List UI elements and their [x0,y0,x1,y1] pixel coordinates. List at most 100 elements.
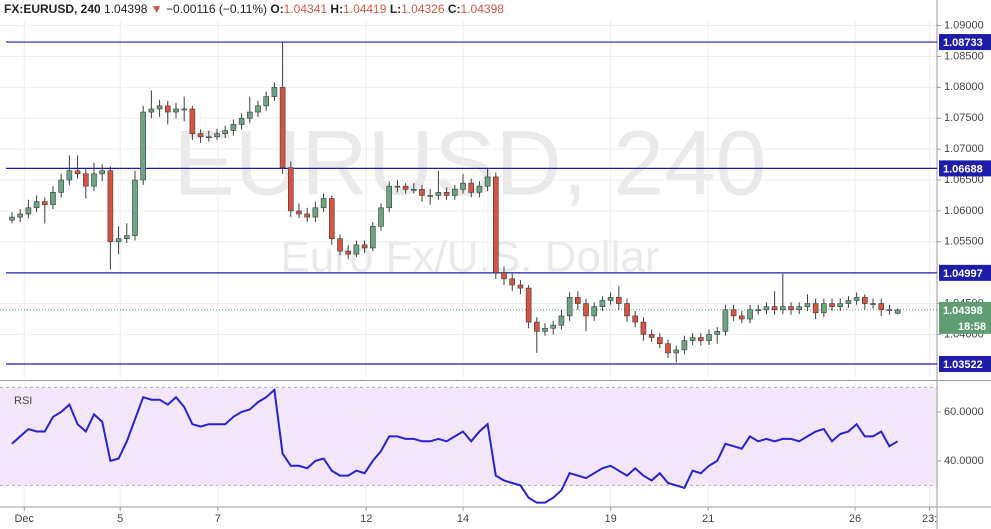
candle-body [312,207,319,218]
candle-body [558,315,565,326]
candle-body [632,315,639,323]
close-label: C: [447,2,461,16]
candle-body [862,297,868,304]
candle-body [730,309,737,317]
high-label: H: [330,2,344,16]
candle-body [788,306,794,311]
candle-body [156,105,163,110]
candle-body [91,173,97,187]
candle-body [689,337,696,341]
countdown: 18:58 [958,321,986,333]
candle-body [755,309,762,312]
candle-body [698,337,704,341]
candle-body [837,303,844,307]
candle-body [542,327,548,332]
rsi-label: RSI [14,395,32,407]
last-price-box [939,301,991,334]
candle-body [878,303,885,311]
candle-body [747,309,753,320]
candle-body [205,136,212,139]
candle-body [74,170,81,175]
candle-body [739,315,745,320]
change: −0.00116 (−0.11%) [166,2,267,16]
x-tick-label: 12 [360,513,372,525]
candle-body [82,173,89,187]
candle-body [369,226,376,249]
y-tick-label: 40.0000 [944,455,984,467]
candle-body [894,309,901,314]
open-label: O: [270,2,284,16]
candle-body [320,198,327,209]
candle-body [173,108,179,113]
x-tick-label: 21 [702,513,714,525]
x-tick-label: 23: [922,513,937,525]
x-tick-label: 5 [117,513,123,525]
candle-body [58,179,64,193]
arrow: ▼ [150,2,163,16]
candle-body [386,185,393,209]
candle-body [378,207,384,227]
candle-body [599,300,606,307]
candle-body [509,278,516,286]
candle-body [115,238,122,243]
candle-body [648,334,655,338]
candle-body [394,185,401,188]
candle-body [189,108,196,134]
candle-body [246,111,253,119]
candle-body [164,105,171,113]
candle-body [304,213,310,218]
candle-body [583,303,589,317]
candle-body [222,130,228,134]
level-label: 1.04997 [943,268,983,280]
candle-body [345,250,351,255]
candle-body [197,133,204,138]
candle-body [435,192,442,196]
candle-body [517,284,524,289]
candle-body [181,108,187,111]
y-tick-label: 1.07000 [944,143,984,155]
low-label: L: [389,2,402,16]
y-tick-label: 1.08500 [944,50,984,62]
rsi-band [0,387,937,486]
candle-body [17,213,23,218]
candle-body [763,306,770,311]
candle-body [427,195,434,197]
candle-body [624,303,630,317]
candle-body [99,170,105,175]
x-tick-label: 19 [604,513,616,525]
candle-body [402,185,409,190]
y-tick-label: 1.08000 [944,81,984,93]
candle-body [66,170,73,181]
y-tick-label: 1.05500 [944,236,984,248]
candle-body [501,272,507,280]
candle-body [796,306,803,311]
candle-body [230,124,237,131]
level-label-box [939,355,991,372]
candle-body [525,287,532,323]
symbol: FX:EURUSD, 240 [4,2,101,16]
candle-body [780,306,786,311]
candle-body [714,331,721,335]
candle-body [484,176,491,187]
candle-body [238,117,245,125]
last-price-label: 1.04398 [943,305,983,317]
candle-body [255,105,261,113]
candle-body [419,188,425,196]
candle-body [853,297,860,301]
candle-body [468,182,475,193]
high: 1.04419 [343,2,387,16]
x-tick-label: 26 [849,513,861,525]
candle-body [361,244,368,249]
watermark-title: EURUSD, 240 [173,112,766,214]
candle-body [476,185,483,193]
candle-body [279,87,286,168]
candle-body [591,306,598,317]
candle-body [132,179,138,236]
level-label-box [939,34,991,51]
candle-body [263,96,269,107]
candle-body [812,303,819,314]
candle-body [353,244,360,255]
candle-body [804,303,811,307]
candle-body [460,182,466,190]
candle-body [616,297,622,304]
